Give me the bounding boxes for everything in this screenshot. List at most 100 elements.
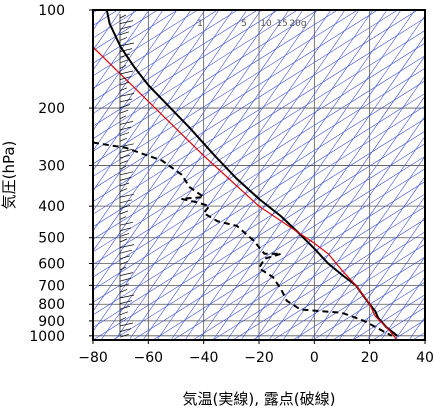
adiabat-line — [93, 10, 239, 102]
wind-barb — [119, 244, 135, 248]
wind-barb — [119, 165, 127, 170]
adiabat-line — [252, 231, 425, 340]
adiabat-line — [272, 244, 425, 340]
wind-barb — [119, 132, 130, 136]
wind-barb — [119, 126, 132, 131]
mixing-ratio-labels: 1 5 10 15 20g — [197, 19, 306, 29]
wind-barb — [119, 227, 132, 232]
reference-line — [380, 276, 425, 340]
adiabat-line — [93, 10, 359, 177]
y-tick-label: 600 — [38, 257, 65, 273]
adiabat-line — [192, 193, 425, 340]
wind-barb — [119, 76, 132, 80]
reference-line — [93, 10, 164, 111]
grid-layer — [0, 0, 425, 340]
adiabat-line — [93, 10, 219, 89]
adiabat-line — [93, 10, 399, 202]
wind-barb — [119, 221, 134, 226]
adiabat-line — [93, 118, 425, 328]
wind-barb — [119, 233, 130, 237]
adiabat-line — [93, 10, 339, 165]
reference-line — [114, 10, 346, 340]
x-tick-label: −20 — [244, 350, 274, 366]
wind-barb — [119, 177, 132, 181]
lines-layer — [93, 10, 398, 340]
reference-line — [100, 10, 332, 340]
reference-line — [254, 95, 425, 340]
adiabat-line — [93, 10, 419, 215]
reference-line — [156, 10, 388, 340]
adiabat-line — [93, 10, 119, 26]
wind-barb — [119, 14, 127, 19]
wind-barb — [119, 238, 128, 243]
wind-barb — [119, 205, 131, 209]
wind-barb — [119, 109, 129, 114]
wind-barb — [119, 317, 127, 321]
wind-barb — [119, 93, 135, 97]
adiabat-line — [93, 10, 379, 190]
wind-barb — [119, 188, 128, 192]
wind-barb — [119, 216, 127, 220]
wind-barb — [119, 311, 129, 316]
wind-barb — [119, 115, 127, 120]
adiabat-line — [0, 0, 153, 340]
reference-line — [93, 10, 234, 212]
adiabat-line — [172, 181, 425, 340]
reference-line — [93, 10, 178, 132]
series-line-solid-black — [105, 10, 398, 337]
adiabat-line — [93, 130, 425, 340]
x-axis-label: 気温(実線), 露点(破線) — [183, 390, 336, 408]
reference-line — [93, 10, 304, 312]
x-tick-label: 20 — [361, 350, 379, 366]
adiabat-line — [132, 155, 425, 340]
reference-line — [170, 10, 402, 340]
wind-barb — [119, 25, 132, 30]
wind-barb — [119, 53, 131, 58]
reference-line — [282, 135, 425, 340]
adiabat-line — [152, 168, 425, 340]
wind-barb — [119, 48, 133, 52]
x-tick-label: −60 — [134, 350, 164, 366]
adiabat-line — [93, 67, 425, 278]
adiabat-line — [93, 10, 299, 140]
y-tick-label: 800 — [38, 297, 65, 313]
reference-line — [226, 55, 425, 340]
wind-barb — [119, 277, 132, 282]
adiabat-line — [292, 256, 425, 340]
reference-line — [310, 175, 425, 340]
wind-barb — [119, 249, 133, 254]
adiabat-line — [93, 10, 199, 77]
wind-barb — [119, 182, 130, 187]
y-tick-label: 100 — [38, 3, 65, 19]
wind-barb — [119, 65, 127, 69]
reference-line — [212, 35, 425, 340]
reference-line — [184, 10, 416, 340]
reference-line — [324, 195, 425, 340]
wind-barb — [119, 160, 129, 164]
reference-line — [128, 10, 360, 340]
x-tick-label: −80 — [78, 350, 108, 366]
wind-barb — [119, 42, 135, 47]
y-tick-label: 700 — [38, 278, 65, 294]
reference-line — [352, 236, 425, 340]
wind-barb — [119, 98, 133, 103]
adiabat-line — [93, 42, 425, 253]
reference-line — [93, 10, 206, 172]
wind-barb — [119, 154, 131, 159]
wind-barb — [119, 328, 132, 332]
y-tick-label: 900 — [38, 314, 65, 330]
adiabat-line — [0, 0, 173, 340]
mixing-ratio-label: 15 — [276, 19, 287, 29]
wind-barb — [119, 199, 133, 204]
adiabat-line — [93, 17, 425, 228]
reference-line — [408, 316, 425, 340]
adiabat-line — [93, 10, 179, 64]
wind-barb — [119, 261, 129, 265]
wind-barb — [119, 137, 128, 142]
wind-barb — [119, 87, 128, 92]
reference-line — [93, 10, 136, 71]
wind-barb — [119, 272, 134, 276]
reference-line — [268, 115, 425, 340]
